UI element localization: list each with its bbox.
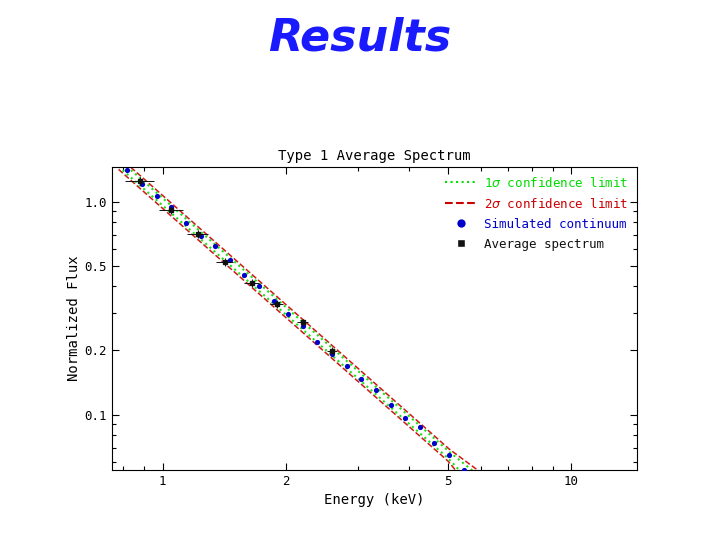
Point [458, 466, 469, 475]
Point [444, 451, 455, 460]
Title: Type 1 Average Spectrum: Type 1 Average Spectrum [278, 150, 471, 164]
Legend: 1$\sigma$ confidence limit, 2$\sigma$ confidence limit, Simulated continuum, Ave: 1$\sigma$ confidence limit, 2$\sigma$ co… [441, 171, 634, 256]
Point [195, 231, 207, 240]
Point [151, 191, 163, 200]
Point [253, 282, 265, 291]
Point [180, 218, 192, 227]
Point [312, 337, 323, 346]
Point [370, 386, 382, 395]
Point [384, 401, 396, 409]
Point [224, 256, 235, 265]
Point [356, 375, 367, 383]
Point [210, 242, 221, 251]
Text: Results: Results [269, 16, 451, 59]
Point [341, 361, 353, 370]
Point [166, 203, 177, 212]
Point [297, 321, 309, 330]
Point [400, 414, 411, 423]
Point [487, 497, 499, 505]
Point [472, 488, 484, 496]
Point [428, 438, 440, 447]
Point [282, 309, 294, 318]
X-axis label: Energy (keV): Energy (keV) [324, 493, 425, 507]
Point [268, 296, 279, 305]
Point [136, 179, 148, 188]
Point [238, 271, 250, 279]
Point [502, 516, 513, 525]
Point [516, 525, 528, 534]
Point [122, 166, 133, 174]
Y-axis label: Normalized Flux: Normalized Flux [68, 256, 81, 381]
Point [326, 350, 338, 359]
Point [531, 537, 543, 540]
Point [414, 423, 426, 432]
